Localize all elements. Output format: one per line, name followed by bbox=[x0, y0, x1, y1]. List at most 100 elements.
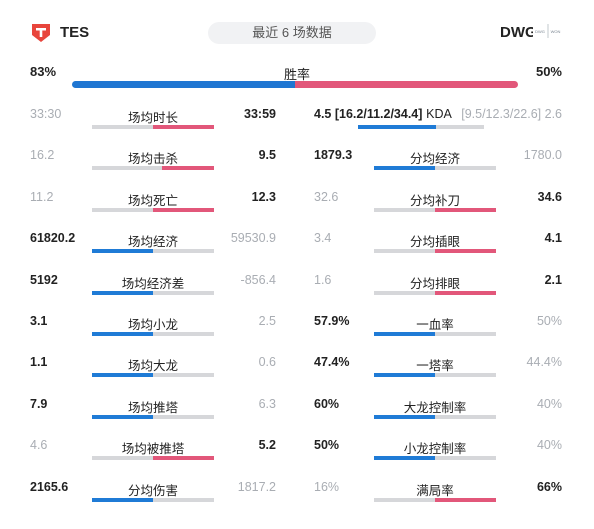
stat-row: 4.6 场均被推塔 5.2 bbox=[30, 438, 276, 468]
stat-row: 16% 满局率 66% bbox=[314, 480, 562, 510]
stat-right-value: 4.1 bbox=[544, 231, 562, 246]
stat-label: 满局率 bbox=[416, 483, 454, 498]
stat-bar-fill-left bbox=[92, 373, 153, 378]
stat-compare-bar bbox=[92, 456, 214, 461]
stat-right-value: 66% bbox=[536, 479, 562, 494]
stat-row: 5192 场均经济差 -856.4 bbox=[30, 273, 276, 303]
win-rate-right-value: 50% bbox=[535, 64, 562, 79]
svg-text:DWG: DWG bbox=[535, 29, 545, 34]
stat-row: 32.6 分均补刀 34.6 bbox=[314, 190, 562, 220]
stat-right-value: 6.3 bbox=[258, 396, 276, 411]
stat-left-value: 16.2 bbox=[30, 148, 55, 163]
stat-label: 场均击杀 bbox=[127, 152, 178, 167]
stat-compare-bar bbox=[92, 332, 214, 336]
svg-text:WON: WON bbox=[551, 29, 561, 34]
right-team-name: DWG bbox=[500, 24, 537, 41]
stat-label: 分均插眼 bbox=[409, 235, 460, 250]
win-rate-row: 83% 胜率 50% bbox=[0, 62, 594, 92]
stat-compare-bar bbox=[92, 290, 214, 295]
stat-right-value: 1817.2 bbox=[237, 479, 276, 494]
stat-right-value: 44.4% bbox=[526, 355, 562, 370]
stat-left-value: 47.4% bbox=[314, 355, 350, 370]
stat-left-value: 3.1 bbox=[30, 314, 48, 328]
stat-label: 小龙控制率 bbox=[403, 442, 467, 457]
stat-row: 61820.2 场均经济 59530.9 bbox=[30, 231, 276, 261]
stat-right-value: 12.3 bbox=[251, 189, 276, 204]
stat-compare-bar bbox=[92, 414, 214, 419]
stat-left-value: 50% bbox=[314, 438, 340, 453]
stat-compare-bar bbox=[92, 125, 214, 129]
stat-label: 一塔率 bbox=[416, 359, 454, 374]
stat-row: 4.5 [16.2/11.2/34.4] KDA [9.5/12.3/22.6] 2… bbox=[314, 107, 562, 137]
stat-right-value: 33:59 bbox=[244, 107, 276, 121]
stat-left-value: 4.5 [16.2/11.2/34.4] bbox=[314, 107, 423, 121]
stat-label: KDA bbox=[426, 107, 452, 121]
stat-left-value: 16% bbox=[314, 479, 340, 494]
stat-label: 分均补刀 bbox=[409, 193, 460, 208]
stat-label: 分均经济 bbox=[409, 152, 460, 167]
stat-right-value: -856.4 bbox=[240, 272, 276, 287]
stat-left-value: 11.2 bbox=[30, 189, 54, 204]
stat-left-value: 7.9 bbox=[30, 396, 48, 411]
stat-left-value: 5192 bbox=[30, 272, 58, 287]
win-rate-label: 胜率 bbox=[283, 67, 310, 82]
stat-compare-bar bbox=[374, 414, 496, 419]
stat-row: 50% 小龙控制率 40% bbox=[314, 438, 562, 468]
stat-row: 47.4% 一塔率 44.4% bbox=[314, 355, 562, 385]
stat-left-value: 1879.3 bbox=[314, 148, 353, 163]
stat-row: 1.6 分均排眼 2.1 bbox=[314, 273, 562, 303]
stat-compare-bar bbox=[92, 166, 214, 171]
stat-right-value: 2.5 bbox=[258, 314, 276, 328]
stat-compare-bar bbox=[358, 125, 484, 129]
stat-bar-fill-right bbox=[153, 456, 214, 461]
stat-compare-bar bbox=[374, 249, 496, 254]
stat-left-value: 32.6 bbox=[314, 189, 339, 204]
dwg-logo-icon: DWG WON bbox=[533, 23, 563, 39]
stat-bar-fill-left bbox=[92, 332, 153, 336]
stat-left-value: 1.6 bbox=[314, 272, 332, 287]
stat-bar-fill-left bbox=[374, 373, 435, 378]
stat-right-value: 34.6 bbox=[537, 189, 562, 204]
stat-label: 分均排眼 bbox=[409, 276, 460, 291]
stat-row: 2165.6 分均伤害 1817.2 bbox=[30, 480, 276, 510]
stat-left-value: 4.6 bbox=[30, 438, 48, 453]
recent-matches-pill[interactable]: 最近 6 场数据 bbox=[208, 22, 376, 44]
stat-right-value: [9.5/12.3/22.6] 2.6 bbox=[461, 107, 562, 121]
tes-logo-icon bbox=[32, 24, 50, 42]
stat-compare-bar bbox=[92, 497, 214, 502]
stat-bar-fill-right bbox=[153, 125, 214, 129]
stat-left-value: 61820.2 bbox=[30, 231, 76, 246]
stat-left-value: 33:30 bbox=[30, 107, 62, 121]
win-rate-bar-right bbox=[295, 81, 518, 88]
stat-right-value: 59530.9 bbox=[230, 231, 276, 246]
stat-right-value: 2.1 bbox=[544, 272, 562, 287]
stat-bar-fill-left bbox=[92, 249, 153, 254]
stat-bar-fill-left bbox=[374, 456, 435, 461]
stat-row: 60% 大龙控制率 40% bbox=[314, 397, 562, 427]
stat-compare-bar bbox=[374, 207, 496, 212]
stat-compare-bar bbox=[374, 332, 496, 336]
stat-bar-fill-right bbox=[153, 207, 214, 212]
stat-bar-fill-left bbox=[374, 414, 435, 419]
stat-label: 场均大龙 bbox=[127, 359, 178, 374]
win-rate-left-value: 83% bbox=[30, 64, 57, 79]
stat-compare-bar bbox=[374, 166, 496, 171]
stat-row: 16.2 场均击杀 9.5 bbox=[30, 148, 276, 178]
stat-bar-fill-right bbox=[435, 249, 496, 254]
stat-right-value: 40% bbox=[536, 396, 562, 411]
stat-label: 场均小龙 bbox=[127, 318, 178, 332]
stat-row: 1.1 场均大龙 0.6 bbox=[30, 355, 276, 385]
stat-row: 3.1 场均小龙 2.5 bbox=[30, 314, 276, 344]
stat-bar-fill-right bbox=[435, 497, 496, 502]
stat-label: 场均时长 bbox=[127, 111, 178, 125]
stat-right-value: 1780.0 bbox=[523, 148, 562, 163]
stat-right-value: 40% bbox=[536, 438, 562, 453]
stat-bar-fill-right bbox=[435, 207, 496, 212]
stat-bar-fill-left bbox=[358, 125, 436, 129]
stat-compare-bar bbox=[374, 290, 496, 295]
stat-right-value: 9.5 bbox=[258, 148, 276, 163]
stat-compare-bar bbox=[92, 249, 214, 254]
stat-label: 场均经济 bbox=[127, 235, 178, 250]
stat-compare-bar bbox=[374, 456, 496, 461]
stat-bar-fill-left bbox=[92, 290, 153, 295]
